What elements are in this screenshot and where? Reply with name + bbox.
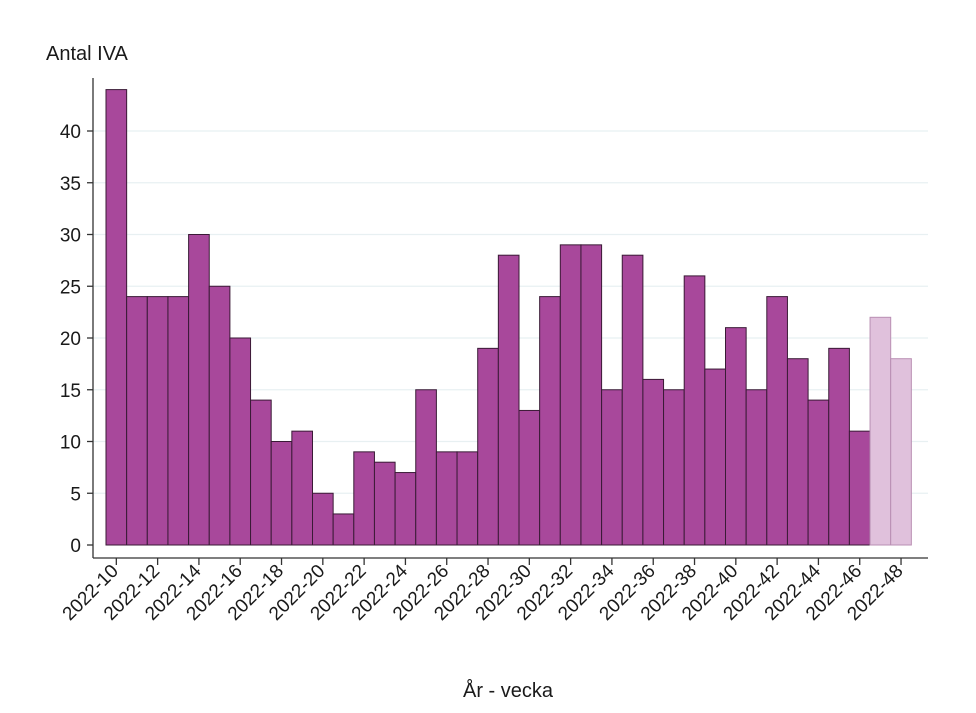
bar-2022-48 [890, 358, 912, 546]
bar-2022-20 [312, 492, 334, 546]
y-tick-label-35: 35 [60, 174, 81, 195]
bar-2022-37 [663, 389, 685, 546]
y-tick-label-40: 40 [60, 122, 81, 143]
bar-2022-26 [435, 451, 458, 546]
bar-2022-25 [415, 389, 437, 546]
y-tick-label-10: 10 [60, 433, 81, 454]
bar-2022-17 [250, 399, 272, 546]
bar-2022-33 [580, 244, 603, 546]
bar-2022-23 [373, 461, 396, 546]
axes [92, 78, 928, 559]
bar-2022-35 [621, 254, 644, 546]
bar-2022-42 [766, 296, 788, 546]
bar-2022-14 [188, 234, 210, 546]
y-tick-label-0: 0 [70, 536, 81, 557]
y-tick-label-30: 30 [60, 226, 81, 247]
y-ticks: 0 5 10 15 20 25 30 35 40 [60, 122, 93, 557]
bar-2022-16 [229, 337, 252, 546]
bar-2022-38 [683, 275, 706, 546]
bar-2022-21 [332, 513, 355, 546]
bar-2022-32 [559, 244, 582, 546]
bar-2022-12 [146, 296, 169, 546]
y-axis-title: Antal IVA [46, 43, 129, 65]
bar-2022-19 [291, 430, 314, 546]
bar-2022-34 [601, 389, 623, 546]
bar-2022-10 [105, 89, 128, 546]
bar-2022-27 [456, 451, 479, 546]
bar-2022-11 [126, 296, 148, 546]
bar-2022-30 [518, 409, 541, 546]
bar-2022-44 [807, 399, 830, 546]
bar-2022-36 [642, 378, 665, 546]
bar-2022-46 [848, 430, 871, 546]
bar-2022-39 [704, 368, 726, 546]
y-tick-label-25: 25 [60, 277, 81, 298]
bar-2022-31 [539, 296, 561, 546]
bar-2022-15 [208, 285, 231, 546]
bar-2022-45 [828, 347, 850, 546]
x-ticks: 2022-102022-122022-142022-162022-182022-… [59, 558, 908, 625]
bar-2022-47 [869, 316, 892, 546]
bar-2022-18 [270, 441, 293, 546]
bar-2022-24 [394, 472, 417, 546]
bars [105, 89, 912, 546]
y-tick-label-15: 15 [60, 381, 81, 402]
bar-2022-40 [725, 327, 747, 546]
bar-2022-41 [745, 389, 768, 546]
bar-2022-13 [167, 296, 190, 546]
x-axis-title: År - vecka [463, 679, 554, 702]
bar-2022-28 [477, 347, 499, 546]
bar-2022-43 [786, 358, 809, 546]
y-tick-label-5: 5 [70, 484, 81, 505]
bar-2022-29 [497, 254, 520, 546]
bar-2022-22 [353, 451, 375, 546]
y-tick-label-20: 20 [60, 329, 81, 350]
